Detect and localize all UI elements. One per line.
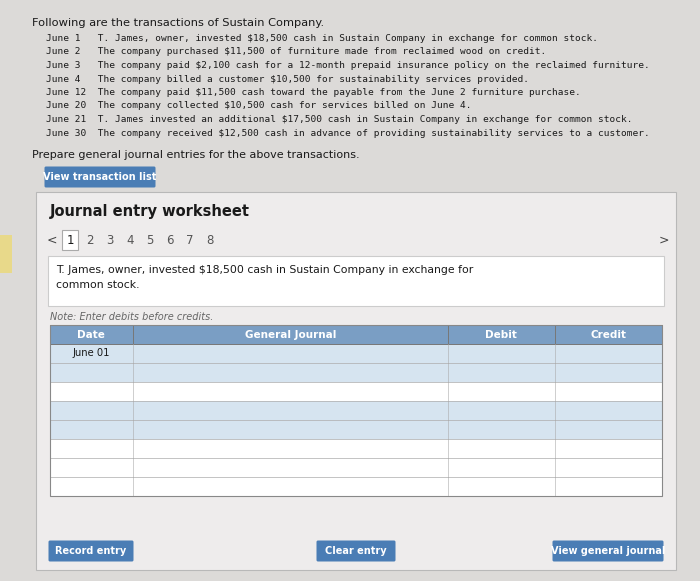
- Text: Date: Date: [78, 329, 105, 339]
- Bar: [50, 420, 662, 439]
- Bar: [50, 344, 662, 363]
- Text: June 4   The company billed a customer $10,500 for sustainability services provi: June 4 The company billed a customer $10…: [46, 74, 529, 84]
- Text: common stock.: common stock.: [56, 280, 139, 290]
- Bar: [50, 382, 662, 401]
- Bar: [50, 363, 662, 382]
- Bar: [50, 458, 662, 477]
- Text: June 12  The company paid $11,500 cash toward the payable from the June 2 furnit: June 12 The company paid $11,500 cash to…: [46, 88, 581, 97]
- FancyBboxPatch shape: [316, 540, 396, 561]
- Bar: [62, 230, 78, 250]
- Text: June 01: June 01: [73, 349, 110, 358]
- Text: Following are the transactions of Sustain Company.: Following are the transactions of Sustai…: [32, 18, 324, 28]
- Bar: [50, 477, 662, 496]
- FancyBboxPatch shape: [45, 167, 155, 188]
- Bar: [50, 439, 662, 458]
- Bar: [0, 235, 12, 273]
- Text: June 30  The company received $12,500 cash in advance of providing sustainabilit: June 30 The company received $12,500 cas…: [46, 128, 650, 138]
- Text: 1: 1: [66, 234, 74, 246]
- Text: General Journal: General Journal: [244, 329, 336, 339]
- Text: View general journal: View general journal: [551, 546, 665, 556]
- Text: >: >: [659, 234, 669, 246]
- Text: 3: 3: [106, 234, 113, 246]
- Text: Journal entry worksheet: Journal entry worksheet: [50, 204, 250, 219]
- Bar: [50, 325, 662, 344]
- Text: June 20  The company collected $10,500 cash for services billed on June 4.: June 20 The company collected $10,500 ca…: [46, 102, 472, 110]
- Text: 5: 5: [146, 234, 154, 246]
- Text: Note: Enter debits before credits.: Note: Enter debits before credits.: [50, 312, 213, 322]
- FancyBboxPatch shape: [48, 540, 134, 561]
- Bar: [48, 256, 664, 306]
- Bar: [50, 325, 662, 496]
- Text: June 21  T. James invested an additional $17,500 cash in Sustain Company in exch: June 21 T. James invested an additional …: [46, 115, 633, 124]
- Text: Record entry: Record entry: [55, 546, 127, 556]
- Text: June 2   The company purchased $11,500 of furniture made from reclaimed wood on : June 2 The company purchased $11,500 of …: [46, 48, 546, 56]
- Text: 6: 6: [167, 234, 174, 246]
- Text: 8: 8: [206, 234, 214, 246]
- Text: 7: 7: [186, 234, 194, 246]
- Bar: [36, 192, 676, 570]
- Text: Prepare general journal entries for the above transactions.: Prepare general journal entries for the …: [32, 150, 360, 160]
- Text: <: <: [47, 234, 57, 246]
- Text: June 1   T. James, owner, invested $18,500 cash in Sustain Company in exchange f: June 1 T. James, owner, invested $18,500…: [46, 34, 598, 43]
- Text: Debit: Debit: [485, 329, 517, 339]
- Text: Clear entry: Clear entry: [326, 546, 387, 556]
- Text: 4: 4: [126, 234, 134, 246]
- Bar: [50, 401, 662, 420]
- Text: Credit: Credit: [590, 329, 626, 339]
- Text: 2: 2: [86, 234, 94, 246]
- Text: T. James, owner, invested $18,500 cash in Sustain Company in exchange for: T. James, owner, invested $18,500 cash i…: [56, 265, 473, 275]
- FancyBboxPatch shape: [552, 540, 664, 561]
- Text: June 3   The company paid $2,100 cash for a 12-month prepaid insurance policy on: June 3 The company paid $2,100 cash for …: [46, 61, 650, 70]
- Text: View transaction list: View transaction list: [43, 172, 157, 182]
